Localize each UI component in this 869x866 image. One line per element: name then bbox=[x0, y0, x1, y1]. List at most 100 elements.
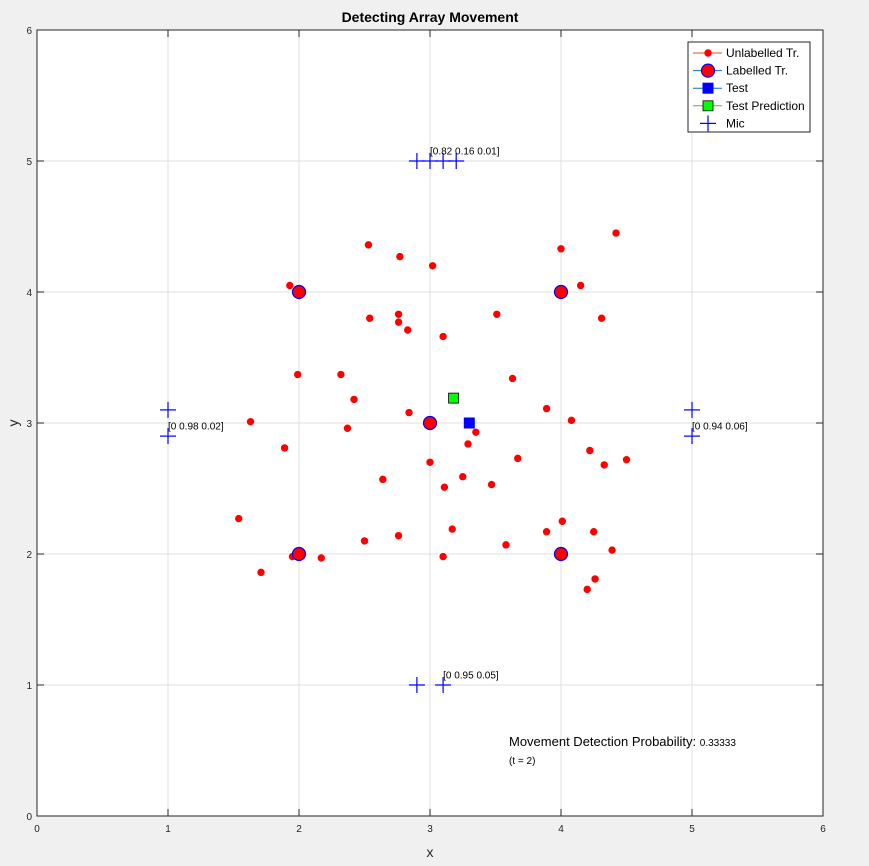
legend-marker bbox=[704, 49, 712, 57]
legend-label: Labelled Tr. bbox=[726, 64, 788, 78]
unlabelled-point bbox=[396, 252, 404, 261]
unlabelled-point bbox=[366, 314, 374, 322]
unlabelled-point bbox=[464, 440, 472, 448]
legend-label: Test Prediction bbox=[726, 99, 805, 113]
unlabelled-point bbox=[394, 531, 403, 540]
x-axis-label: x bbox=[427, 844, 434, 860]
axes-box bbox=[36, 29, 824, 817]
unlabelled-point bbox=[612, 229, 620, 237]
unlabelled-point bbox=[597, 314, 606, 322]
unlabelled-point bbox=[439, 552, 447, 561]
y-tick-label: 6 bbox=[26, 26, 32, 37]
mic-probability-annotation: [0 0.98 0.02] bbox=[168, 422, 224, 433]
time-annotation: (t = 2) bbox=[509, 756, 535, 767]
mic-marker bbox=[684, 428, 700, 445]
data-points bbox=[160, 153, 700, 693]
x-tick-label: 0 bbox=[34, 824, 40, 835]
annotations: [0.82 0.16 0.01] [0 0.98 0.02] [0 0.94 0.0… bbox=[168, 146, 748, 681]
unlabelled-point bbox=[472, 428, 480, 436]
unlabelled-point bbox=[608, 546, 616, 554]
unlabelled-point bbox=[405, 408, 413, 417]
unlabelled-point bbox=[364, 241, 373, 249]
legend-item[interactable]: Labelled Tr. bbox=[693, 63, 788, 78]
x-tick-label: 2 bbox=[296, 824, 302, 835]
legend-item[interactable]: Unlabelled Tr. bbox=[693, 46, 799, 60]
probability-value: 0.33333 bbox=[700, 738, 737, 749]
labelled-point bbox=[553, 546, 569, 562]
unlabelled-point bbox=[622, 455, 631, 464]
mic-marker bbox=[435, 677, 452, 693]
unlabelled-point bbox=[508, 374, 517, 383]
unlabelled-point bbox=[440, 483, 449, 491]
legend-marker bbox=[700, 115, 716, 132]
x-tick-label: 5 bbox=[689, 824, 695, 835]
mic-probability-annotation: [0 0.95 0.05] bbox=[443, 670, 499, 681]
unlabelled-point bbox=[394, 318, 403, 326]
unlabelled-point bbox=[583, 585, 591, 594]
legend[interactable]: Unlabelled Tr. Labelled Tr. Test Test Predi… bbox=[687, 41, 811, 133]
unlabelled-point bbox=[343, 424, 352, 432]
unlabelled-point bbox=[235, 514, 243, 523]
unlabelled-point bbox=[576, 281, 585, 290]
unlabelled-point bbox=[360, 537, 369, 545]
unlabelled-point bbox=[487, 480, 496, 489]
y-tick-label: 1 bbox=[26, 681, 32, 692]
unlabelled-point bbox=[394, 310, 403, 318]
chart-title: Detecting Array Movement bbox=[342, 9, 519, 25]
labelled-point bbox=[291, 546, 307, 562]
unlabelled-point bbox=[542, 528, 551, 536]
labelled-point bbox=[553, 284, 569, 300]
unlabelled-point bbox=[350, 395, 358, 404]
x-tick-label: 4 bbox=[558, 824, 564, 835]
unlabelled-point bbox=[600, 461, 608, 469]
unlabelled-point bbox=[493, 310, 501, 318]
unlabelled-point bbox=[557, 245, 565, 253]
x-tick-label: 6 bbox=[820, 824, 826, 835]
legend-label: Mic bbox=[726, 116, 745, 130]
y-tick-label: 2 bbox=[26, 550, 32, 561]
mic-marker bbox=[448, 153, 465, 169]
legend-marker bbox=[700, 63, 716, 78]
y-tick-label: 0 bbox=[26, 812, 32, 823]
unlabelled-point bbox=[586, 446, 594, 455]
legend-item[interactable]: Test bbox=[693, 81, 749, 95]
unlabelled-point bbox=[542, 404, 551, 413]
unlabelled-point bbox=[459, 473, 467, 481]
y-tick-label: 4 bbox=[26, 288, 32, 299]
y-axis-label: y bbox=[5, 420, 21, 427]
legend-label: Unlabelled Tr. bbox=[726, 46, 799, 60]
legend-item[interactable]: Mic bbox=[700, 115, 745, 132]
labelled-point bbox=[422, 415, 438, 431]
unlabelled-point bbox=[337, 370, 345, 379]
unlabelled-point bbox=[280, 444, 289, 452]
unlabelled-point bbox=[246, 417, 255, 426]
unlabelled-point bbox=[379, 475, 387, 484]
axis-ticks: 0 1 2 3 4 5 6 0 1 2 3 4 5 6 bbox=[26, 26, 826, 835]
unlabelled-point bbox=[514, 454, 522, 463]
mic-marker bbox=[408, 677, 425, 693]
x-tick-label: 3 bbox=[427, 824, 433, 835]
mic-marker bbox=[684, 401, 700, 418]
mic-probability-annotation: [0.82 0.16 0.01] bbox=[430, 146, 500, 157]
mic-marker bbox=[160, 401, 176, 418]
unlabelled-point bbox=[448, 525, 456, 533]
legend-marker bbox=[702, 82, 714, 94]
prediction-point bbox=[448, 392, 459, 404]
unlabelled-point bbox=[590, 528, 598, 536]
unlabelled-point bbox=[591, 575, 599, 583]
unlabelled-point bbox=[293, 370, 302, 379]
unlabelled-point bbox=[317, 554, 325, 562]
legend-item[interactable]: Test Prediction bbox=[693, 99, 805, 113]
unlabelled-point bbox=[439, 332, 447, 341]
mic-probability-annotation: [0 0.94 0.06] bbox=[692, 422, 748, 433]
unlabelled-point bbox=[426, 458, 434, 466]
probability-label: Movement Detection Probability bbox=[509, 734, 693, 749]
y-tick-label: 3 bbox=[26, 419, 32, 430]
probability-annotation: Movement Detection Probability: 0.33333 bbox=[509, 734, 736, 749]
legend-marker bbox=[702, 100, 714, 112]
probability-colon: : bbox=[693, 734, 700, 749]
labelled-point bbox=[291, 284, 307, 300]
unlabelled-point bbox=[558, 517, 567, 525]
unlabelled-point bbox=[502, 541, 510, 549]
